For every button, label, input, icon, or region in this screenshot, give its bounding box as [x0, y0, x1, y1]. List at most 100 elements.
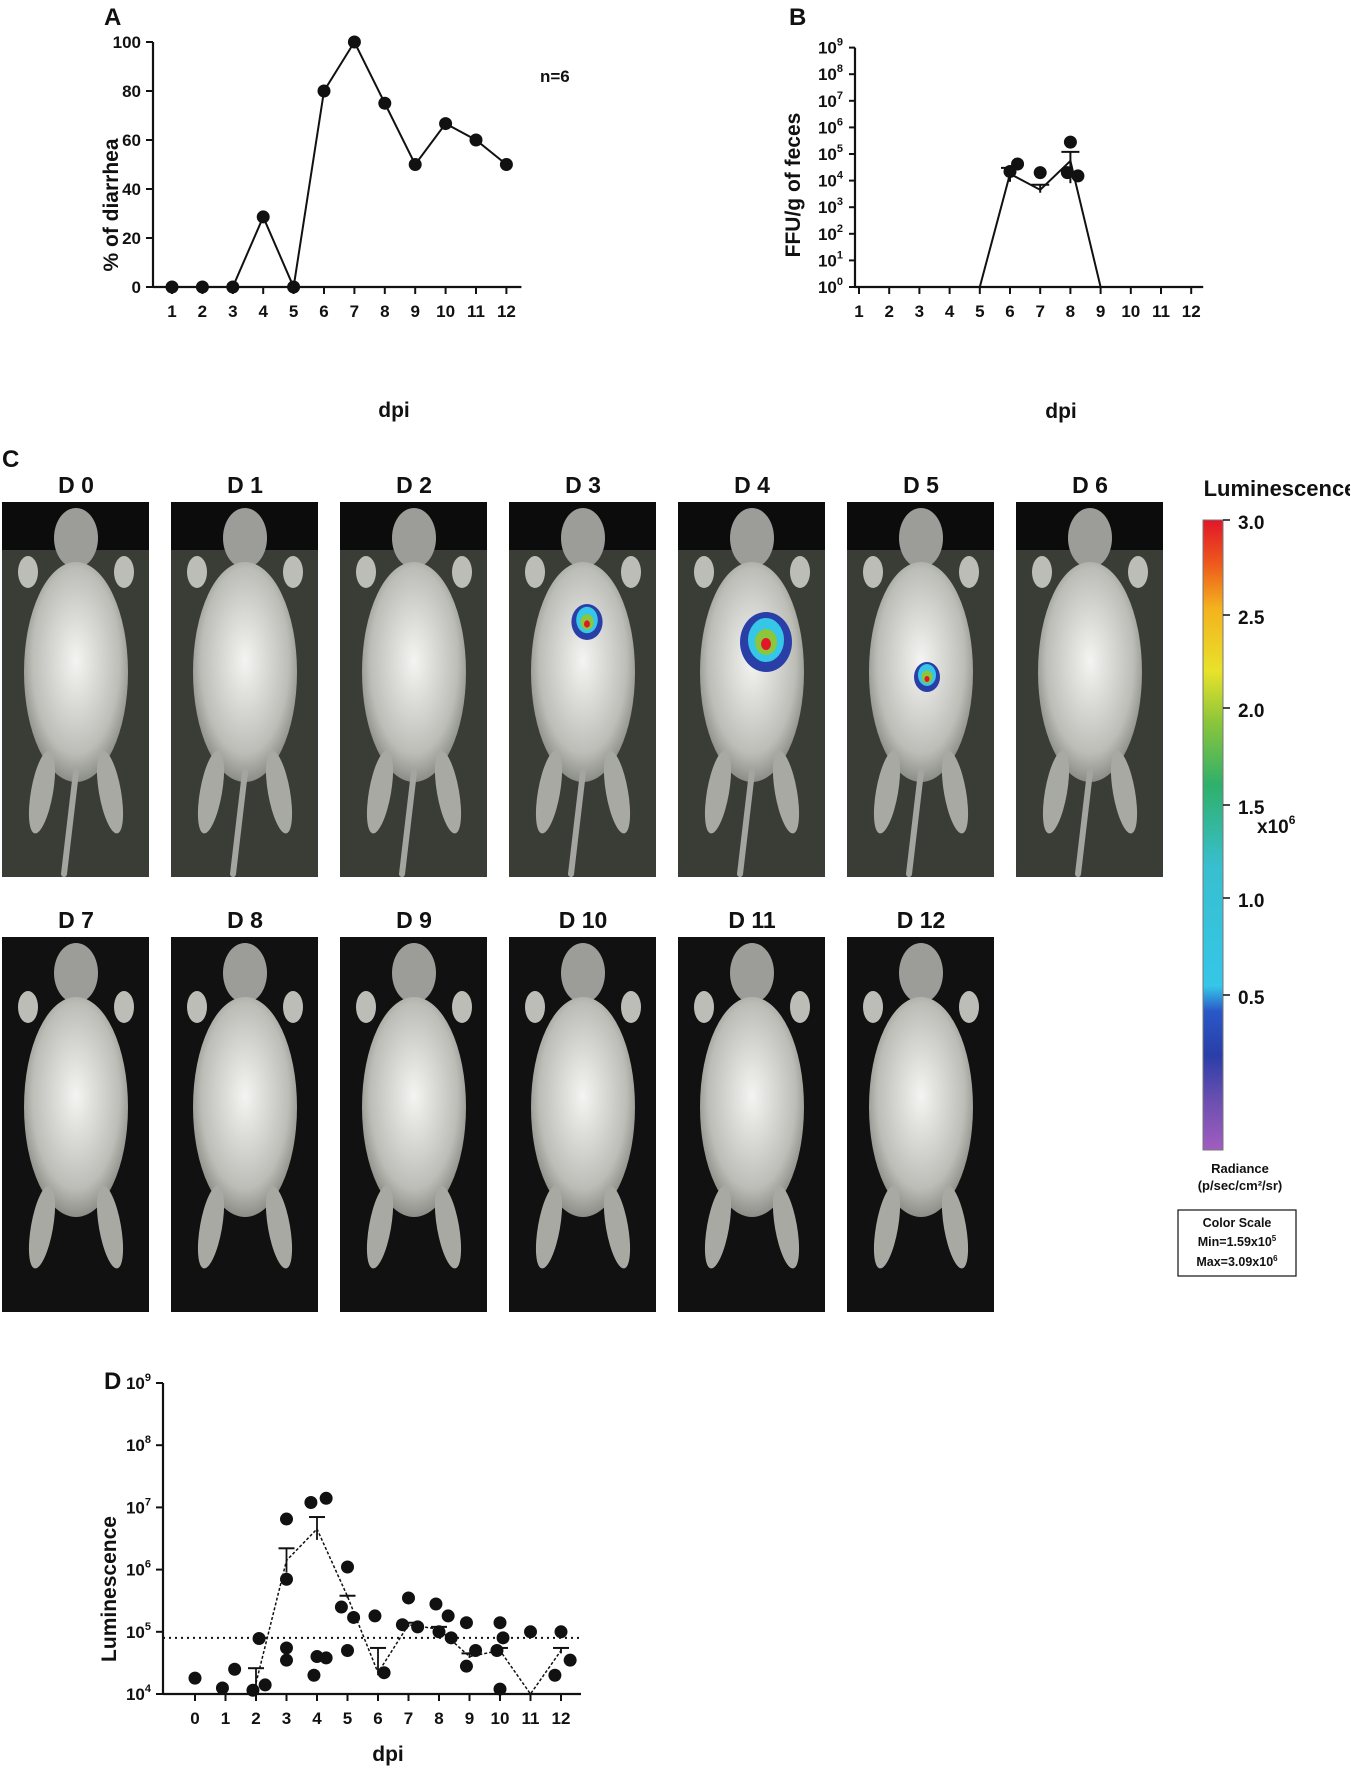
chart-d-xlabel: dpi: [372, 1743, 404, 1766]
legend-multiplier-exp: 6: [1289, 813, 1296, 827]
mouse-head: [223, 943, 267, 1003]
chart-a-ytick-label: 100: [113, 33, 141, 52]
chart-d-ylabel: Luminescence: [98, 1516, 121, 1662]
chart-d-point: [228, 1662, 242, 1676]
mouse-tail: [399, 769, 417, 877]
chart-b-xtick-label: 11: [1152, 302, 1170, 321]
mouse-hindleg: [704, 750, 732, 834]
legend-tick-label: 2.0: [1238, 701, 1264, 722]
mouse-image: [847, 502, 994, 877]
mouse-body-drawing: [18, 943, 134, 1269]
chart-d-mean-line: [255, 1527, 562, 1696]
chart-d-point: [280, 1512, 293, 1526]
chart-a-point: [287, 280, 301, 294]
chart-a-xtick-label: 4: [258, 302, 268, 321]
chart-d-ytick-label: 105: [126, 1621, 151, 1642]
chart-a-point: [439, 117, 453, 131]
mouse-hindleg: [434, 1185, 462, 1269]
chart-d-ytick-label: 107: [126, 1496, 151, 1517]
mouse-forepaw: [525, 556, 545, 588]
chart-d-xtick-label: 6: [373, 1709, 382, 1728]
chart-b-ytick-label: 108: [818, 63, 843, 84]
legend-info-box: [1177, 1209, 1297, 1277]
chart-b-point: [1011, 157, 1025, 171]
chart-d-point: [493, 1682, 507, 1696]
luminescence-color-scale: Luminescence 3.0 2.5 2.0 1.5 1.0 0.5 x106 Rad…: [1177, 476, 1350, 1277]
mouse-tail: [568, 769, 586, 877]
chart-d-xtick-label: 10: [491, 1709, 510, 1728]
mouse-day-label: D 1: [227, 472, 263, 498]
mouse-forepaw: [114, 991, 134, 1023]
chart-a-xtick-label: 9: [410, 302, 419, 321]
mouse-tail: [1075, 769, 1093, 877]
mouse-body: [362, 562, 466, 782]
mouse-body-drawing: [509, 502, 656, 877]
legend-box-title: Color Scale: [1203, 1216, 1272, 1230]
mouse-forepaw: [694, 556, 714, 588]
chart-a-point: [408, 158, 422, 171]
chart-d-point: [215, 1681, 229, 1695]
mouse-hindleg: [1110, 750, 1138, 834]
mouse-hindleg: [603, 750, 631, 834]
chart-d-point: [469, 1644, 483, 1658]
mouse-head: [392, 508, 436, 568]
chart-b-point: [1063, 135, 1077, 149]
mouse-image: [2, 502, 149, 877]
legend-tick-label: 3.0: [1238, 513, 1264, 534]
mouse-body: [24, 997, 128, 1217]
luminescence-signal: [924, 676, 930, 682]
chart-b-xtick-label: 1: [854, 302, 863, 321]
chart-b-xtick-label: 8: [1066, 302, 1075, 321]
luminescence-signal: [584, 620, 590, 628]
chart-d-point: [490, 1644, 504, 1658]
mouse-forepaw: [621, 556, 641, 588]
chart-a-point: [226, 280, 240, 294]
chart-b-point: [1071, 169, 1085, 183]
mouse-day-label: D 3: [565, 472, 601, 498]
chart-b-ytick-label: 106: [818, 116, 843, 137]
mouse-image: [340, 937, 487, 1312]
chart-b-ytick-label: 104: [818, 170, 844, 191]
chart-a-point: [347, 35, 361, 49]
legend-title: Luminescence: [1204, 476, 1350, 501]
mouse-hindleg: [96, 750, 124, 834]
mouse-body-drawing: [694, 943, 810, 1269]
chart-d-point: [493, 1616, 507, 1630]
mouse-forepaw: [356, 556, 376, 588]
chart-a-ytick-label: 20: [122, 229, 141, 248]
mouse-hindleg: [366, 750, 394, 834]
legend-units-1: Radiance: [1211, 1161, 1269, 1176]
chart-d-point: [341, 1644, 354, 1658]
panel-letter-b: B: [789, 4, 807, 31]
mouse-day-label: D 5: [903, 472, 939, 498]
chart-a-ytick-label: 40: [122, 180, 141, 199]
mouse-body-drawing: [187, 943, 303, 1269]
chart-d-point: [395, 1618, 409, 1632]
legend-units-2: (p/sec/cm²/sr): [1198, 1178, 1283, 1193]
legend-colorbar: [1202, 519, 1224, 1151]
mouse-day-label: D 7: [58, 907, 94, 933]
chart-d-point: [280, 1572, 293, 1586]
chart-b-ytick-label: 102: [818, 223, 843, 244]
mouse-body-drawing: [356, 943, 472, 1269]
mouse-hindleg: [941, 1185, 969, 1269]
mouse-hindleg: [941, 750, 969, 834]
mouse-hindleg: [197, 1185, 225, 1269]
mouse-hindleg: [873, 750, 901, 834]
chart-d-point: [459, 1659, 473, 1673]
chart-a-xtick-label: 5: [289, 302, 298, 321]
mouse-forepaw: [863, 556, 883, 588]
mouse-day-label: D 9: [396, 907, 432, 933]
mouse-head: [392, 943, 436, 1003]
chart-d-ytick-label: 104: [126, 1683, 152, 1704]
chart-d-point: [368, 1609, 382, 1623]
mouse-forepaw: [356, 991, 376, 1023]
chart-d-point: [246, 1683, 260, 1697]
panel-letter-d: D: [104, 1368, 122, 1395]
chart-a-xtick-label: 11: [467, 302, 485, 321]
mouse-forepaw: [114, 556, 134, 588]
chart-b-ffu: 1 2 3 4 5 6 7 8 9 10 11 121001011021031041051061071…: [782, 37, 1204, 423]
mouse-forepaw: [790, 991, 810, 1023]
chart-d-xtick-label: 7: [404, 1709, 413, 1728]
